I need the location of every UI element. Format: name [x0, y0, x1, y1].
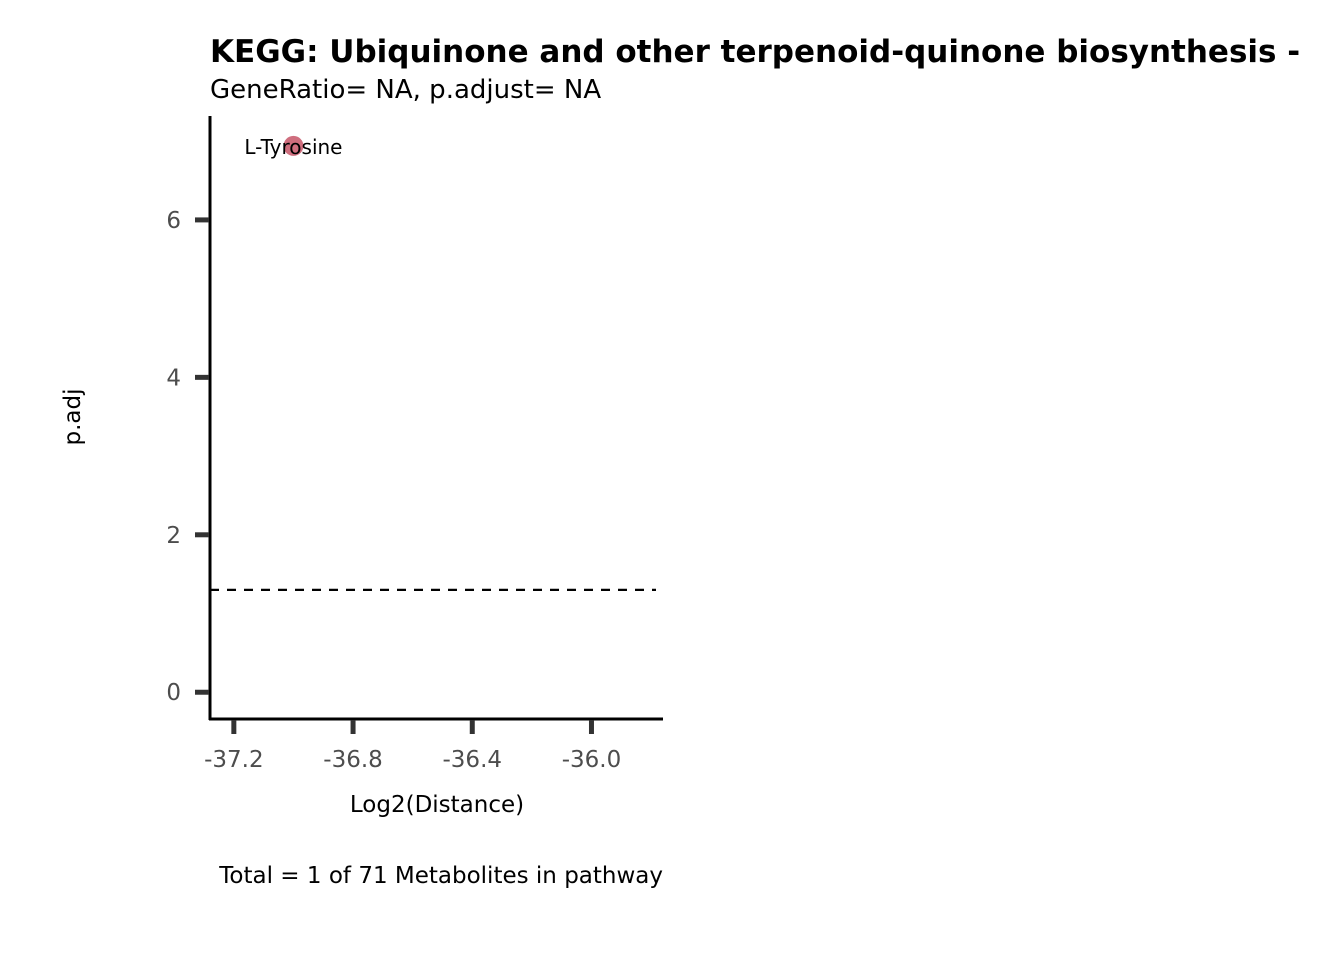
caption: Total = 1 of 71 Metabolites in pathway	[218, 863, 663, 889]
y-tick-label: 4	[166, 365, 181, 391]
x-tick-label: -36.4	[443, 747, 503, 773]
x-tick-label: -36.0	[562, 747, 622, 773]
x-tick-label: -36.8	[323, 747, 383, 773]
y-tick-label: 0	[166, 680, 181, 706]
x-axis-title: Log2(Distance)	[350, 792, 524, 818]
data-point-label: L-Tyrosine	[244, 135, 342, 159]
chart-title: KEGG: Ubiquinone and other terpenoid-qui…	[210, 34, 1300, 70]
y-tick-label: 6	[166, 208, 181, 234]
data-point	[283, 135, 304, 156]
y-tick-label: 2	[166, 523, 181, 549]
x-tick-label: -37.2	[204, 747, 264, 773]
chart-subtitle: GeneRatio= NA, p.adjust= NA	[210, 75, 601, 105]
y-axis-title: p.adj	[60, 389, 86, 446]
